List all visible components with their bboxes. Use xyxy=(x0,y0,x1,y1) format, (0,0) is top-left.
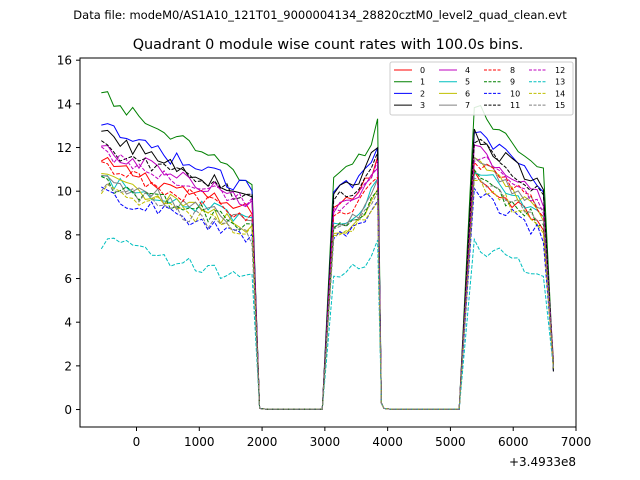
legend-label-1: 1 xyxy=(420,78,425,87)
x-tick-label: 0 xyxy=(133,435,141,449)
legend-label-3: 3 xyxy=(420,101,425,110)
legend-label-4: 4 xyxy=(465,66,470,75)
legend-label-2: 2 xyxy=(420,89,425,98)
legend-label-5: 5 xyxy=(465,78,470,87)
plot-frame xyxy=(79,57,577,428)
series-line-15 xyxy=(100,177,554,410)
y-tick-label: 6 xyxy=(64,272,72,286)
legend-label-14: 14 xyxy=(555,89,565,98)
legend-label-15: 15 xyxy=(555,101,565,110)
y-tick-label: 16 xyxy=(57,54,72,68)
y-tick-label: 8 xyxy=(64,228,72,242)
x-tick-label: 6000 xyxy=(498,435,529,449)
x-tick-label: 7000 xyxy=(561,435,592,449)
chart-title: Quadrant 0 module wise count rates with … xyxy=(133,37,524,53)
axes-layer: 0 1000 2000 3000 4000 5000 6000 700002468101214… xyxy=(57,54,592,449)
y-tick-label: 12 xyxy=(57,141,72,155)
x-tick-label: 4000 xyxy=(372,435,403,449)
legend-box xyxy=(389,61,574,116)
legend-label-11: 11 xyxy=(510,101,520,110)
legend-label-12: 12 xyxy=(555,66,565,75)
x-tick-label: 2000 xyxy=(247,435,278,449)
x-tick-label: 3000 xyxy=(310,435,341,449)
y-tick-label: 2 xyxy=(64,359,72,373)
y-tick-label: 10 xyxy=(57,185,72,199)
y-tick-label: 4 xyxy=(64,316,72,330)
legend-label-13: 13 xyxy=(555,78,565,87)
x-tick-label: 1000 xyxy=(184,435,215,449)
x-tick-label: 5000 xyxy=(435,435,466,449)
plot-area xyxy=(80,58,576,427)
legend-label-8: 8 xyxy=(510,66,515,75)
figure-suptitle: Data file: modeM0/AS1A10_121T01_90000041… xyxy=(73,8,567,22)
y-tick-label: 14 xyxy=(57,97,72,111)
legend-label-0: 0 xyxy=(420,66,425,75)
legend-label-9: 9 xyxy=(510,78,515,87)
series-layer xyxy=(100,91,554,410)
y-tick-label: 0 xyxy=(64,403,72,417)
legend-label-7: 7 xyxy=(465,101,470,110)
x-axis-offset-label: +3.4933e8 xyxy=(509,455,576,469)
legend-label-10: 10 xyxy=(510,89,520,98)
legend-label-6: 6 xyxy=(465,89,470,98)
